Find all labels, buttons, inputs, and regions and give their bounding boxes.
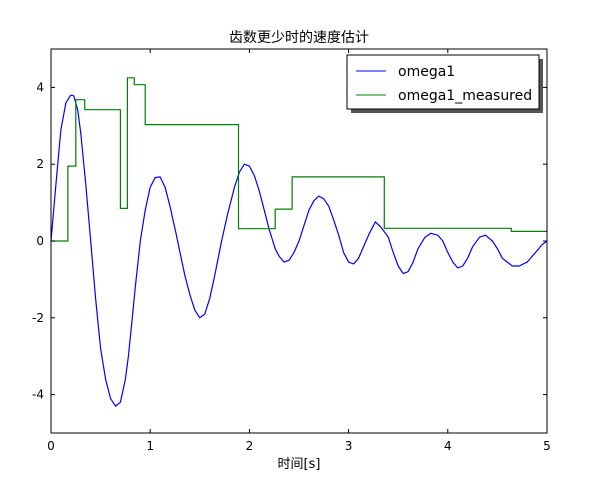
y-tick-label: 4 — [36, 80, 44, 94]
x-tick-label: 5 — [543, 439, 551, 453]
chart-title: 齿数更少时的速度估计 — [229, 30, 369, 46]
x-tick-label: 1 — [146, 439, 154, 453]
x-tick-label: 3 — [345, 439, 353, 453]
y-tick-label: -4 — [32, 388, 44, 402]
legend-label-omega1: omega1 — [398, 64, 455, 80]
x-tick-label: 4 — [444, 439, 452, 453]
y-tick-label: -2 — [32, 311, 44, 325]
series-line-omega1-measured — [51, 77, 547, 242]
x-tick-label: 0 — [47, 439, 55, 453]
legend-box — [346, 54, 540, 110]
x-tick-label: 2 — [246, 439, 254, 453]
x-axis-label: 时间[s] — [278, 457, 321, 472]
y-tick-label: 0 — [36, 234, 44, 248]
ticks-layer: 0 1 2 3 4 5 -4 -2 0 2 4 — [32, 49, 551, 453]
plot-frame — [50, 48, 548, 434]
legend: omega1 omega1_measured — [346, 54, 543, 113]
y-tick-label: 2 — [36, 157, 44, 171]
series-layer — [50, 77, 548, 407]
series-line-omega1 — [50, 94, 548, 407]
legend-label-omega1-measured: omega1_measured — [398, 88, 532, 104]
